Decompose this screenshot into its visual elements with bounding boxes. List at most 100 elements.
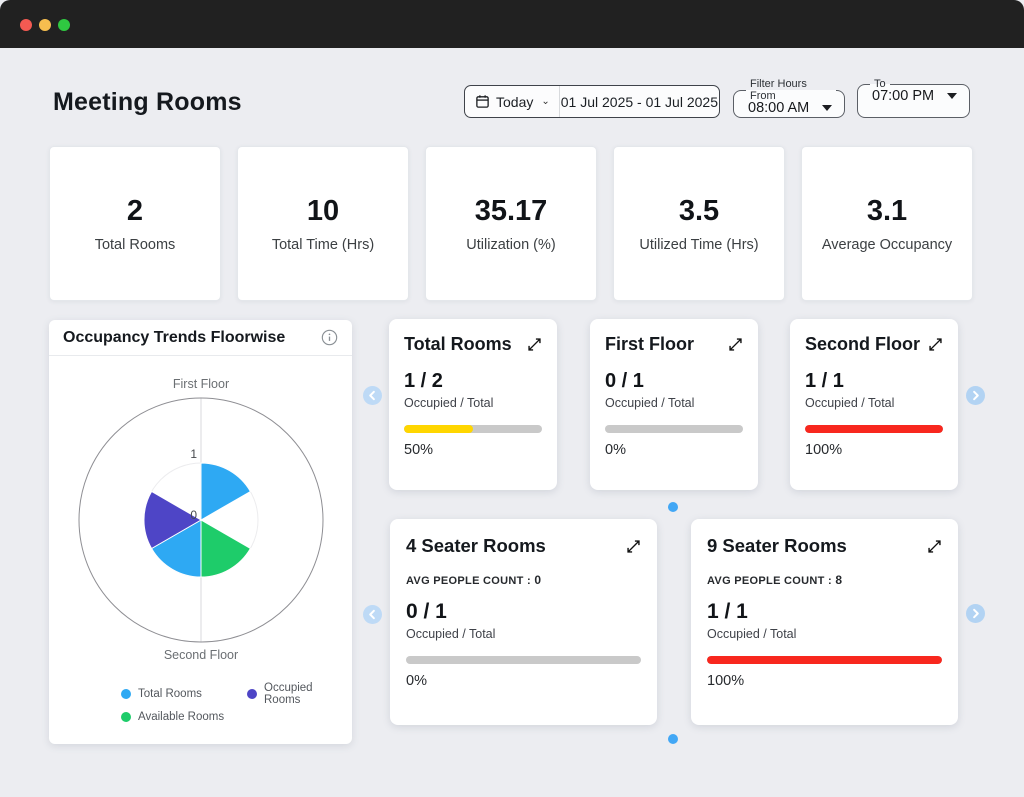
occupied-total-value: 1 / 1 — [707, 600, 748, 623]
date-preset-label: Today — [496, 93, 534, 110]
caret-down-icon — [947, 93, 957, 99]
calendar-icon — [475, 94, 490, 109]
carousel-next-button[interactable] — [966, 604, 985, 623]
seater-card-9: 9 Seater Rooms AVG PEOPLE COUNT : 8 1 / … — [691, 519, 958, 725]
expand-icon[interactable] — [626, 539, 641, 554]
percent-label: 100% — [805, 442, 843, 458]
progress-track — [404, 425, 542, 433]
stat-value: 2 — [126, 194, 144, 227]
stat-value: 3.5 — [678, 194, 720, 227]
filter-hours-to-select[interactable]: To 07:00 PM — [857, 78, 970, 118]
axis-label-second-floor: Second Floor — [164, 648, 238, 662]
radial-tick-1: 1 — [190, 447, 197, 461]
stat-card-total-time: 10 Total Time (Hrs) — [237, 146, 409, 301]
close-window-icon[interactable] — [20, 19, 32, 31]
card-title: 9 Seater Rooms — [707, 535, 847, 556]
date-preset-dropdown[interactable]: Today ⌄ — [465, 86, 560, 117]
stat-card-utilization: 35.17 Utilization (%) — [425, 146, 597, 301]
stat-card-total-rooms: 2 Total Rooms — [49, 146, 221, 301]
caret-down-icon — [822, 105, 832, 111]
carousel-prev-button[interactable] — [363, 605, 382, 624]
stat-value: 35.17 — [474, 194, 548, 227]
card-title: Total Rooms — [404, 334, 512, 354]
occupancy-card-second-floor: Second Floor 1 / 1 Occupied / Total 100% — [790, 319, 958, 490]
seater-card-4: 4 Seater Rooms AVG PEOPLE COUNT : 0 0 / … — [390, 519, 657, 725]
carousel-page-dot[interactable] — [668, 502, 678, 512]
legend-label: Occupied Rooms — [264, 682, 313, 706]
occupied-total-value: 0 / 1 — [406, 600, 447, 623]
stat-label: Utilization (%) — [466, 236, 556, 253]
progress-track — [406, 656, 641, 664]
percent-label: 50% — [404, 442, 434, 458]
occupancy-card-total-rooms: Total Rooms 1 / 2 Occupied / Total 50% — [389, 319, 557, 490]
carousel-next-button[interactable] — [966, 386, 985, 405]
panel-title: Occupancy Trends Floorwise — [63, 328, 286, 346]
sector-total-first-floor — [150, 519, 202, 578]
expand-icon[interactable] — [928, 337, 943, 352]
occupied-total-caption: Occupied / Total — [406, 627, 496, 641]
legend-dot — [247, 689, 257, 699]
minimize-window-icon[interactable] — [39, 19, 51, 31]
stat-card-utilized-time: 3.5 Utilized Time (Hrs) — [613, 146, 785, 301]
axis-label-first-floor: First Floor — [173, 377, 229, 391]
percent-label: 0% — [406, 673, 427, 689]
stat-label: Total Rooms — [94, 236, 176, 253]
sector-occupied-second-floor — [143, 490, 203, 550]
progress-bar — [707, 656, 942, 664]
expand-icon[interactable] — [527, 337, 542, 352]
progress-track — [805, 425, 943, 433]
legend-item-available-rooms[interactable]: Available Rooms — [121, 711, 247, 723]
filter-hours-from-value: 08:00 AM — [748, 100, 810, 116]
legend-dot — [121, 689, 131, 699]
occupied-total-value: 1 / 1 — [805, 370, 844, 392]
legend-item-occupied-rooms[interactable]: Occupied Rooms — [247, 682, 352, 706]
occupied-total-caption: Occupied / Total — [404, 396, 494, 410]
avg-people-count: AVG PEOPLE COUNT : 8 — [707, 573, 843, 587]
legend-item-total-rooms[interactable]: Total Rooms — [121, 682, 247, 706]
stat-card-average-occupancy: 3.1 Average Occupancy — [801, 146, 973, 301]
percent-label: 100% — [707, 673, 745, 689]
progress-bar — [404, 425, 473, 433]
legend-label: Total Rooms — [138, 688, 202, 700]
info-icon[interactable] — [321, 329, 338, 346]
stat-label: Total Time (Hrs) — [271, 236, 375, 253]
stat-label: Average Occupancy — [821, 236, 953, 253]
card-title: 4 Seater Rooms — [406, 535, 546, 556]
chevron-down-icon: ⌄ — [541, 96, 550, 107]
sector-available-first-floor — [200, 519, 252, 578]
occupied-total-caption: Occupied / Total — [805, 396, 895, 410]
occupied-total-caption: Occupied / Total — [605, 396, 695, 410]
radial-tick-0: 0 — [190, 508, 197, 522]
occupancy-trends-panel: Occupancy Trends Floorwise First Floor 1… — [49, 320, 352, 744]
polar-area-chart: First Floor 1 0 Second Floor — [78, 377, 324, 662]
expand-icon[interactable] — [927, 539, 942, 554]
legend-label: Available Rooms — [138, 711, 225, 723]
stat-label: Utilized Time (Hrs) — [639, 236, 759, 253]
date-range-value[interactable]: 01 Jul 2025 - 01 Jul 2025 — [560, 93, 718, 110]
filter-hours-from-select[interactable]: Filter Hours From 08:00 AM — [733, 78, 845, 118]
card-title: First Floor — [605, 334, 694, 354]
filter-hours-to-value: 07:00 PM — [872, 88, 935, 104]
chart-legend: Total Rooms Occupied Rooms Available Roo… — [121, 682, 352, 723]
filter-hours-from-label: Filter Hours From — [750, 78, 807, 102]
carousel-page-dot[interactable] — [668, 734, 678, 744]
sector-total-second-floor — [200, 462, 252, 521]
occupied-total-value: 0 / 1 — [605, 370, 644, 392]
progress-track — [605, 425, 743, 433]
avg-people-count: AVG PEOPLE COUNT : 0 — [406, 573, 542, 587]
date-filter-control[interactable]: Today ⌄ 01 Jul 2025 - 01 Jul 2025 — [464, 85, 720, 118]
carousel-prev-button[interactable] — [363, 386, 382, 405]
window-titlebar — [0, 0, 1024, 48]
progress-bar — [805, 425, 943, 433]
legend-dot — [121, 712, 131, 722]
percent-label: 0% — [605, 442, 626, 458]
zoom-window-icon[interactable] — [58, 19, 70, 31]
card-title: Second Floor — [805, 334, 921, 354]
page-title: Meeting Rooms — [53, 88, 242, 116]
expand-icon[interactable] — [728, 337, 743, 352]
stat-value: 3.1 — [866, 194, 908, 227]
progress-track — [707, 656, 942, 664]
polar-sectors — [143, 462, 252, 578]
occupied-total-caption: Occupied / Total — [707, 627, 797, 641]
